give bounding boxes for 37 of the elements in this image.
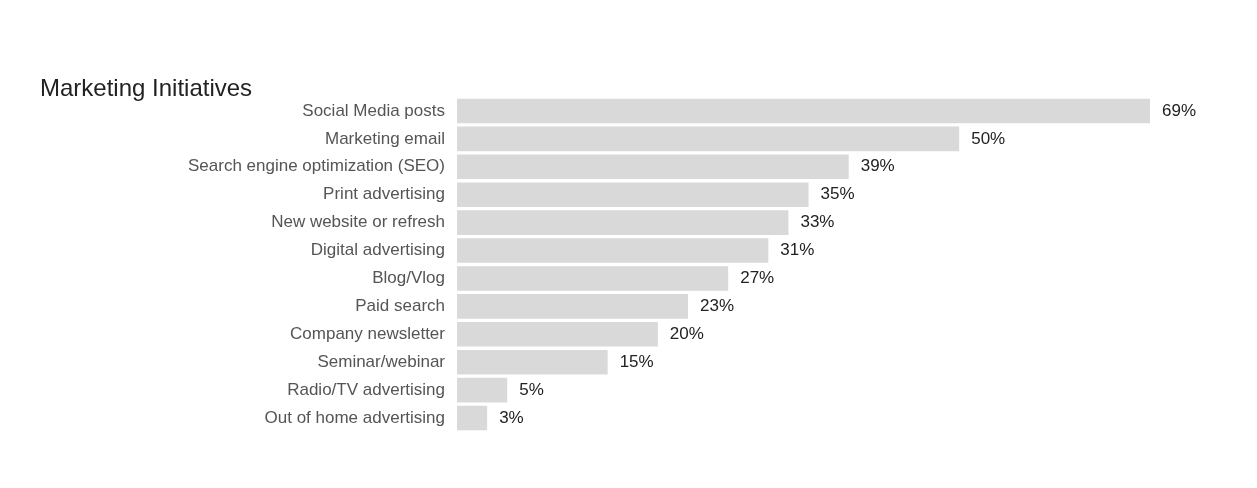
text: Marketing Initiatives (40, 74, 253, 101)
y-tick-label: Digital advertising (310, 240, 445, 260)
data-label: 31% (780, 240, 815, 260)
data-label: 20% (669, 323, 704, 343)
y-tick-label: New website or refresh (271, 212, 445, 232)
y-tick-label: Search engine optimization (SEO) (187, 156, 445, 176)
bar (457, 126, 960, 152)
data-label: 39% (860, 156, 895, 176)
bar (457, 266, 729, 291)
bar (457, 377, 508, 403)
bar (457, 98, 1150, 124)
y-tick-label: Seminar/webinar (317, 351, 446, 371)
bar (457, 210, 789, 235)
y-tick-label: Company newsletter (290, 323, 446, 343)
data-label: 50% (971, 128, 1006, 148)
y-tick-label: Blog/Vlog (372, 268, 445, 288)
y-tick-label: Print advertising (323, 184, 445, 204)
data-label: 3% (499, 407, 524, 427)
bar (457, 294, 688, 319)
data-label: 33% (800, 212, 835, 232)
bar (457, 349, 608, 375)
bar (457, 182, 809, 207)
y-tick-label: Out of home advertising (264, 407, 445, 427)
data-label: 23% (700, 296, 735, 316)
data-label: 27% (740, 268, 775, 288)
bar (457, 322, 658, 347)
data-label: 15% (619, 351, 654, 371)
y-tick-label: Paid search (355, 296, 445, 316)
data-label: 5% (519, 379, 544, 399)
data-label: 35% (820, 184, 855, 204)
y-tick-label: Social Media posts (302, 100, 445, 120)
bar (457, 154, 849, 180)
bar (457, 405, 488, 431)
y-tick-label: Marketing email (325, 128, 445, 148)
y-tick-label: Radio/TV advertising (287, 379, 445, 399)
data-label: 69% (1162, 100, 1197, 120)
bar (457, 238, 769, 263)
